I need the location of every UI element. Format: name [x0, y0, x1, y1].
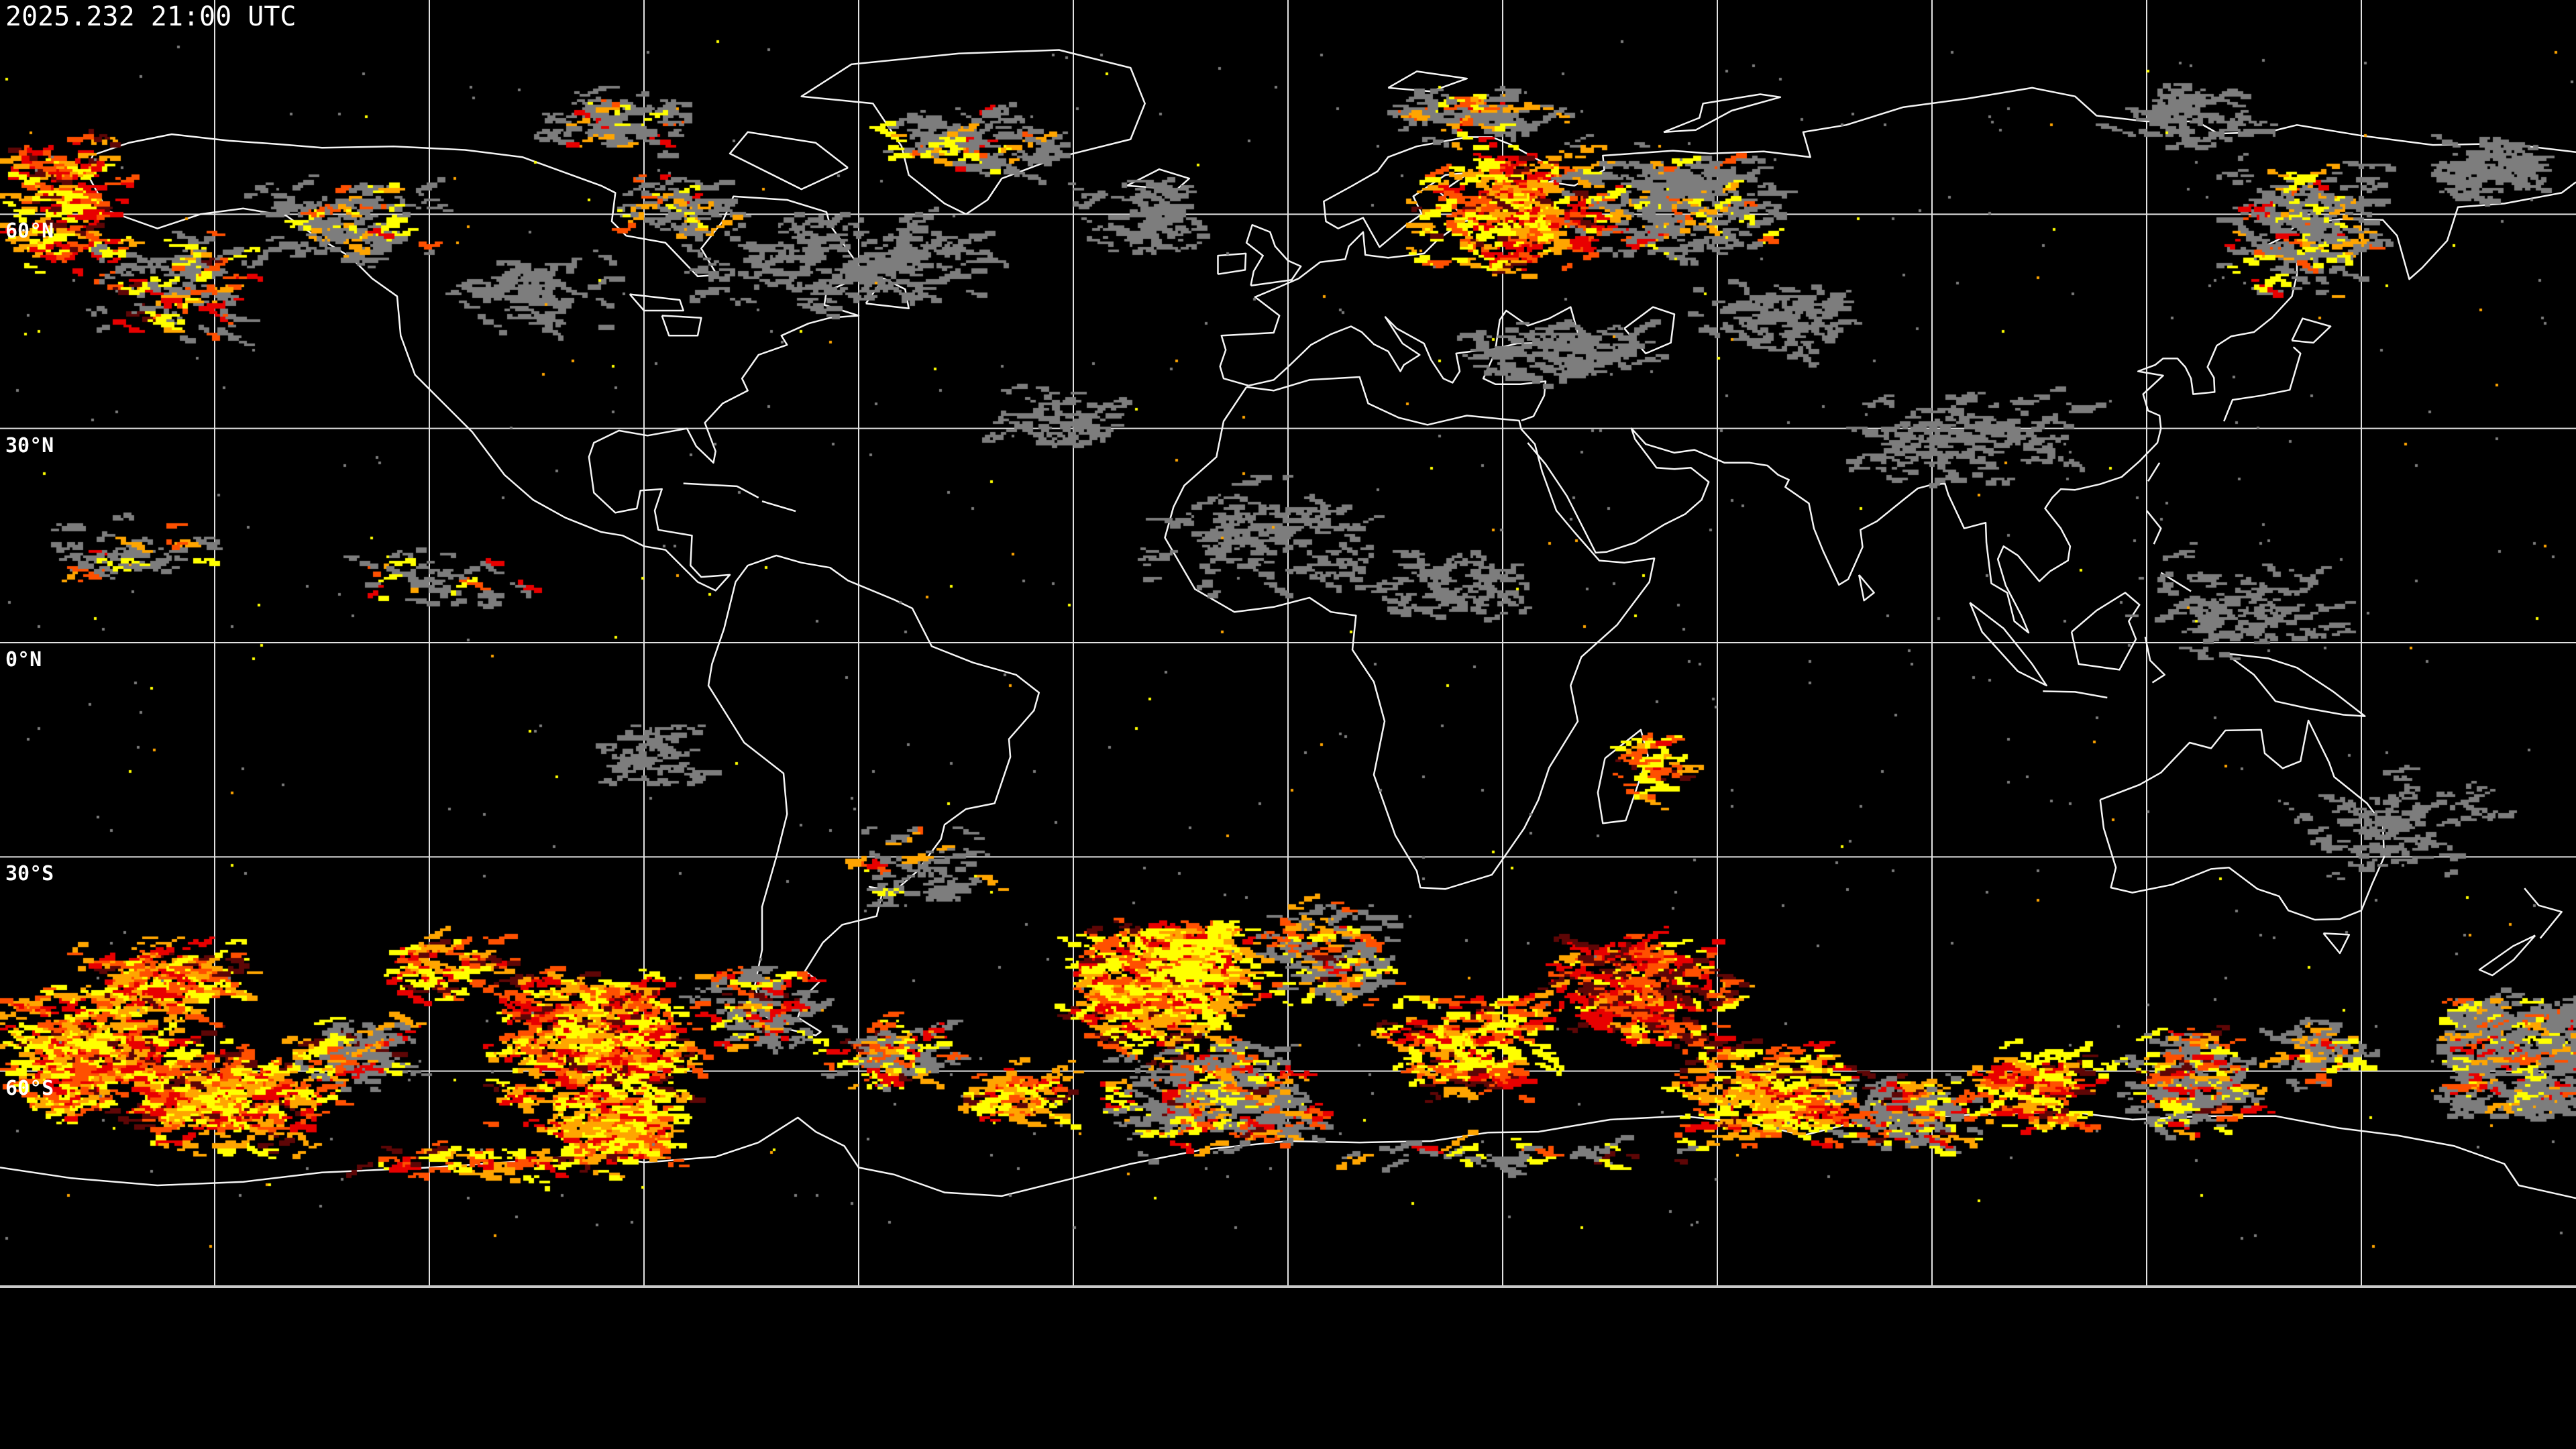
legend-separator [0, 1285, 2576, 1288]
legend: SLW Large Drop Index 13.5-16 16-19 19-22… [0, 1288, 2576, 1449]
lat-label-60°N: 60°N [5, 219, 54, 244]
lat-label-0°N: 0°N [5, 648, 42, 672]
timestamp: 2025.232 21:00 UTC [5, 1, 297, 32]
slw-data-layer [0, 0, 2576, 1285]
lat-label-30°S: 30°S [5, 862, 54, 886]
lat-label-60°S: 60°S [5, 1076, 54, 1100]
world-map: 60°N 30°N 0°N 30°S 60°S 2025.232 21:00 UTC [0, 0, 2576, 1285]
lat-label-30°N: 30°N [5, 433, 54, 458]
